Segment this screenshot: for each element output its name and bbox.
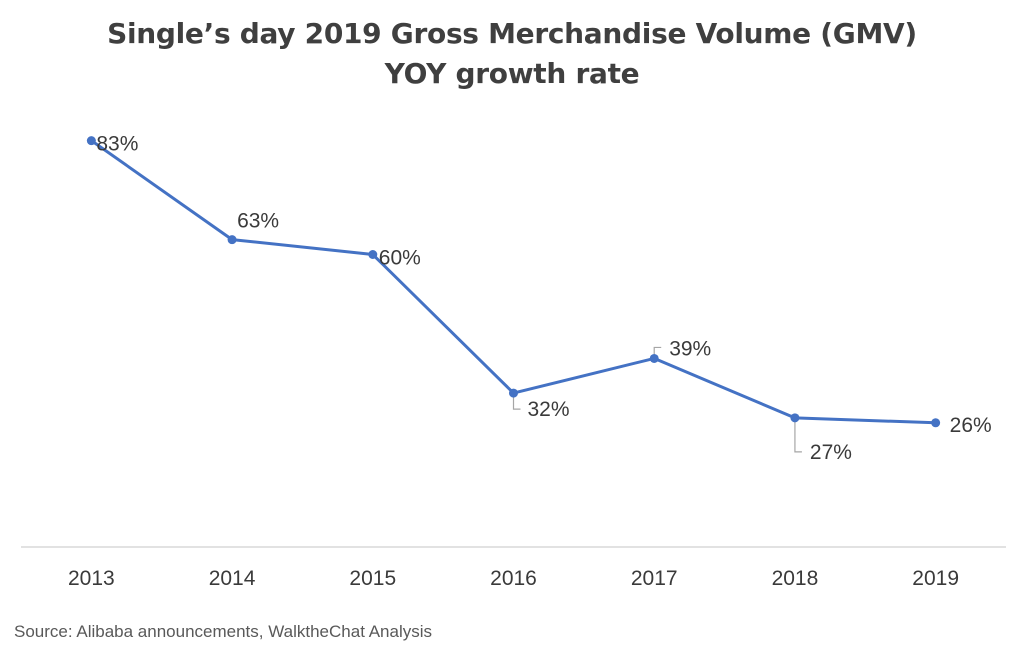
chart-title-line-1: Single’s day 2019 Gross Merchandise Volu… [107, 17, 917, 50]
data-label-2019: 26% [950, 414, 992, 437]
x-tick-label-2015: 2015 [349, 567, 396, 590]
data-label-2015: 60% [379, 247, 421, 270]
x-tick-label-2013: 2013 [68, 567, 115, 590]
data-label-2016: 32% [528, 398, 570, 421]
data-label-2014: 63% [237, 210, 279, 233]
source-note: Source: Alibaba announcements, WalktheCh… [14, 622, 433, 641]
data-point-2018 [790, 413, 800, 423]
line-chart: 2013 2014 2015 2016 2017 2018 2019 83% 63% 60% 32%… [21, 133, 1006, 590]
chart-title-line-2: YOY growth rate [384, 57, 640, 90]
data-point-2016 [509, 388, 518, 398]
data-point-2017 [649, 353, 659, 363]
data-label-2017: 39% [669, 337, 711, 360]
x-tick-label-2014: 2014 [209, 567, 256, 590]
x-tick-label-2018: 2018 [772, 567, 819, 590]
series-line [89, 139, 938, 425]
chart-title: Single’s day 2019 Gross Merchandise Volu… [0, 14, 1024, 94]
x-tick-label-2017: 2017 [631, 567, 678, 590]
x-tick-label-2016: 2016 [490, 567, 537, 590]
x-tick-label-2019: 2019 [912, 567, 959, 590]
leader-line-2016 [512, 397, 521, 410]
leader-line-2018 [794, 421, 802, 453]
data-label-2018: 27% [810, 441, 852, 464]
data-point-2015 [368, 250, 378, 259]
data-point-2014 [227, 235, 237, 245]
leader-line-2017 [653, 346, 662, 355]
data-point-2019 [931, 418, 941, 428]
data-label-2013: 83% [96, 133, 138, 156]
data-point-2013 [86, 136, 96, 146]
